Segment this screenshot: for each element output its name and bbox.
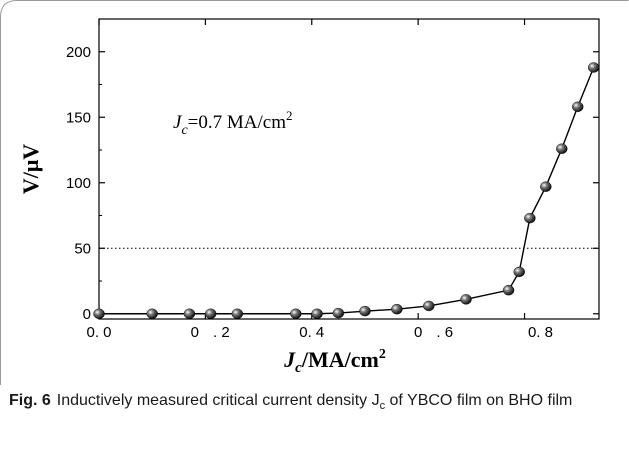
data-point bbox=[231, 308, 243, 319]
plot-area-border bbox=[98, 18, 600, 320]
x-tick-label: 0. 8 bbox=[528, 324, 553, 341]
data-point bbox=[146, 308, 158, 319]
data-point bbox=[423, 300, 435, 312]
data-point bbox=[93, 308, 105, 319]
x-tick-label: . 2 bbox=[213, 324, 230, 341]
y-tick-label: 50 bbox=[74, 240, 91, 257]
x-tick-label: 0 bbox=[414, 324, 422, 341]
y-tick-label: 100 bbox=[66, 175, 91, 192]
x-tick-label: 0. 0 bbox=[86, 324, 111, 341]
jc-annotation: Jc=0.7 MA/cm2 bbox=[173, 108, 292, 138]
x-tick-label: 0. 4 bbox=[299, 324, 324, 341]
y-tick-label: 150 bbox=[66, 109, 91, 126]
data-point bbox=[502, 284, 515, 296]
data-point bbox=[513, 266, 525, 278]
figure-caption: Fig. 6 Inductively measured critical curr… bbox=[9, 389, 619, 418]
data-point bbox=[359, 305, 371, 317]
figure-label: Fig. 6 bbox=[9, 392, 51, 409]
y-tick-label: 0 bbox=[83, 306, 91, 323]
frame-border bbox=[0, 0, 629, 385]
x-tick-label: 0 bbox=[191, 324, 199, 341]
data-point bbox=[332, 307, 345, 319]
x-axis-label: Jc/MA/cm2 bbox=[283, 347, 386, 376]
data-point bbox=[205, 308, 217, 319]
data-point bbox=[556, 143, 568, 154]
data-point bbox=[460, 294, 472, 305]
data-point bbox=[540, 181, 552, 192]
data-point bbox=[183, 308, 196, 319]
data-point bbox=[311, 308, 323, 319]
data-point bbox=[587, 62, 600, 73]
y-tick-label: 200 bbox=[66, 44, 91, 61]
data-point bbox=[290, 308, 302, 319]
data-point bbox=[572, 101, 584, 112]
x-tick-label: . 6 bbox=[436, 324, 453, 341]
caption-subscript: c bbox=[379, 400, 386, 413]
data-point bbox=[524, 212, 536, 224]
y-axis-label: V/μV bbox=[18, 144, 43, 194]
data-point bbox=[391, 303, 403, 315]
caption-text-part1: Inductively measured critical current de… bbox=[56, 392, 380, 409]
caption-text-part2: of YBCO film on BHO film bbox=[385, 392, 573, 409]
